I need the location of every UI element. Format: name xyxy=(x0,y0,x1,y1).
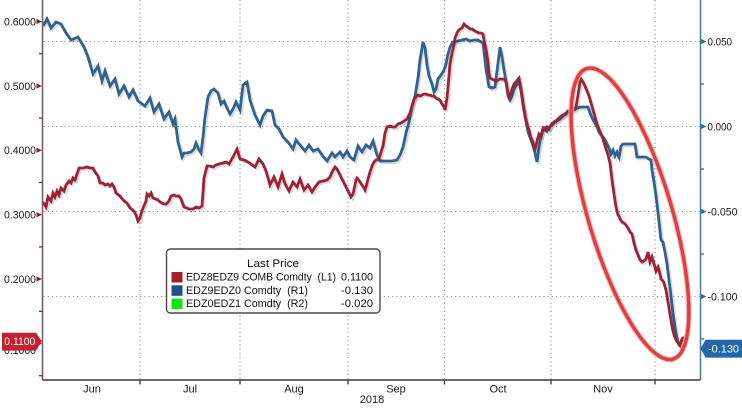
svg-text:0.1100: 0.1100 xyxy=(341,272,373,284)
svg-text:0.000: 0.000 xyxy=(708,121,733,133)
svg-text:2018: 2018 xyxy=(360,394,384,406)
svg-text:EDZ9EDZ0 Comdty (R1): EDZ9EDZ0 Comdty (R1) xyxy=(186,285,308,297)
svg-text:0.050: 0.050 xyxy=(708,36,733,48)
svg-text:Sep: Sep xyxy=(386,384,406,396)
svg-text:-0.130: -0.130 xyxy=(341,285,373,297)
svg-text:Last Price: Last Price xyxy=(247,258,299,270)
svg-text:EDZ8EDZ9 COMB Comdty (L1): EDZ8EDZ9 COMB Comdty (L1) xyxy=(186,272,336,284)
svg-text:-0.020: -0.020 xyxy=(341,298,373,310)
svg-text:Jun: Jun xyxy=(83,384,101,396)
svg-text:Aug: Aug xyxy=(284,384,304,396)
svg-text:-0.100: -0.100 xyxy=(708,291,738,303)
svg-text:Jul: Jul xyxy=(183,384,197,396)
svg-text:Oct: Oct xyxy=(489,384,506,396)
svg-text:-0.050: -0.050 xyxy=(708,206,738,218)
svg-text:0.4000: 0.4000 xyxy=(4,145,36,157)
svg-text:-0.130: -0.130 xyxy=(708,343,739,355)
svg-text:EDZ0EDZ1 Comdty (R2): EDZ0EDZ1 Comdty (R2) xyxy=(186,298,308,310)
svg-text:0.1100: 0.1100 xyxy=(4,336,35,348)
svg-text:Nov: Nov xyxy=(593,384,613,396)
svg-text:0.6000: 0.6000 xyxy=(4,16,36,28)
svg-text:0.2000: 0.2000 xyxy=(4,274,36,286)
svg-text:0.3000: 0.3000 xyxy=(4,210,36,222)
svg-text:0.5000: 0.5000 xyxy=(4,81,36,93)
